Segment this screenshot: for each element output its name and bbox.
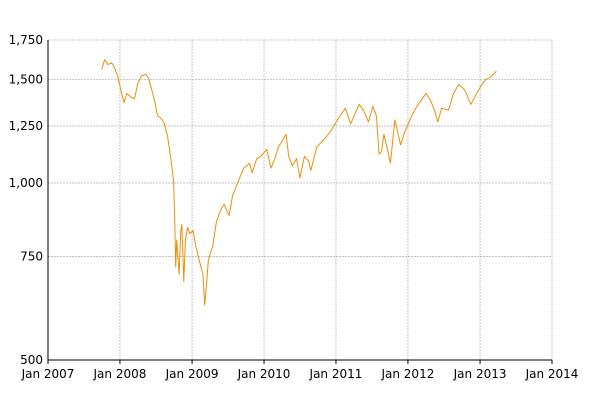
x-tick-label: Jan 2014: [525, 367, 579, 381]
x-tick-label: Jan 2007: [21, 367, 75, 381]
series-line: [101, 59, 497, 306]
x-tick-label: Jan 2012: [380, 367, 434, 381]
y-tick-label: 750: [20, 249, 43, 263]
tick-labels: 500 750 1,000 1,250 1,500 1,750 Jan 2007 Jan 20…: [9, 33, 579, 381]
y-tick-label: 500: [20, 353, 43, 367]
gridlines: [48, 39, 553, 360]
y-tick-label: 1,500: [9, 72, 43, 86]
x-tick-label: Jan 2013: [453, 367, 507, 381]
x-tick-label: Jan 2010: [237, 367, 291, 381]
y-tick-label: 1,000: [9, 176, 43, 190]
y-tick-label: 1,250: [9, 119, 43, 133]
x-tick-label: Jan 2008: [93, 367, 147, 381]
x-tick-label: Jan 2011: [309, 367, 363, 381]
y-tick-label: 1,750: [9, 33, 43, 47]
series-group: [101, 59, 497, 306]
axes: [47, 40, 553, 364]
x-tick-label: Jan 2009: [165, 367, 219, 381]
